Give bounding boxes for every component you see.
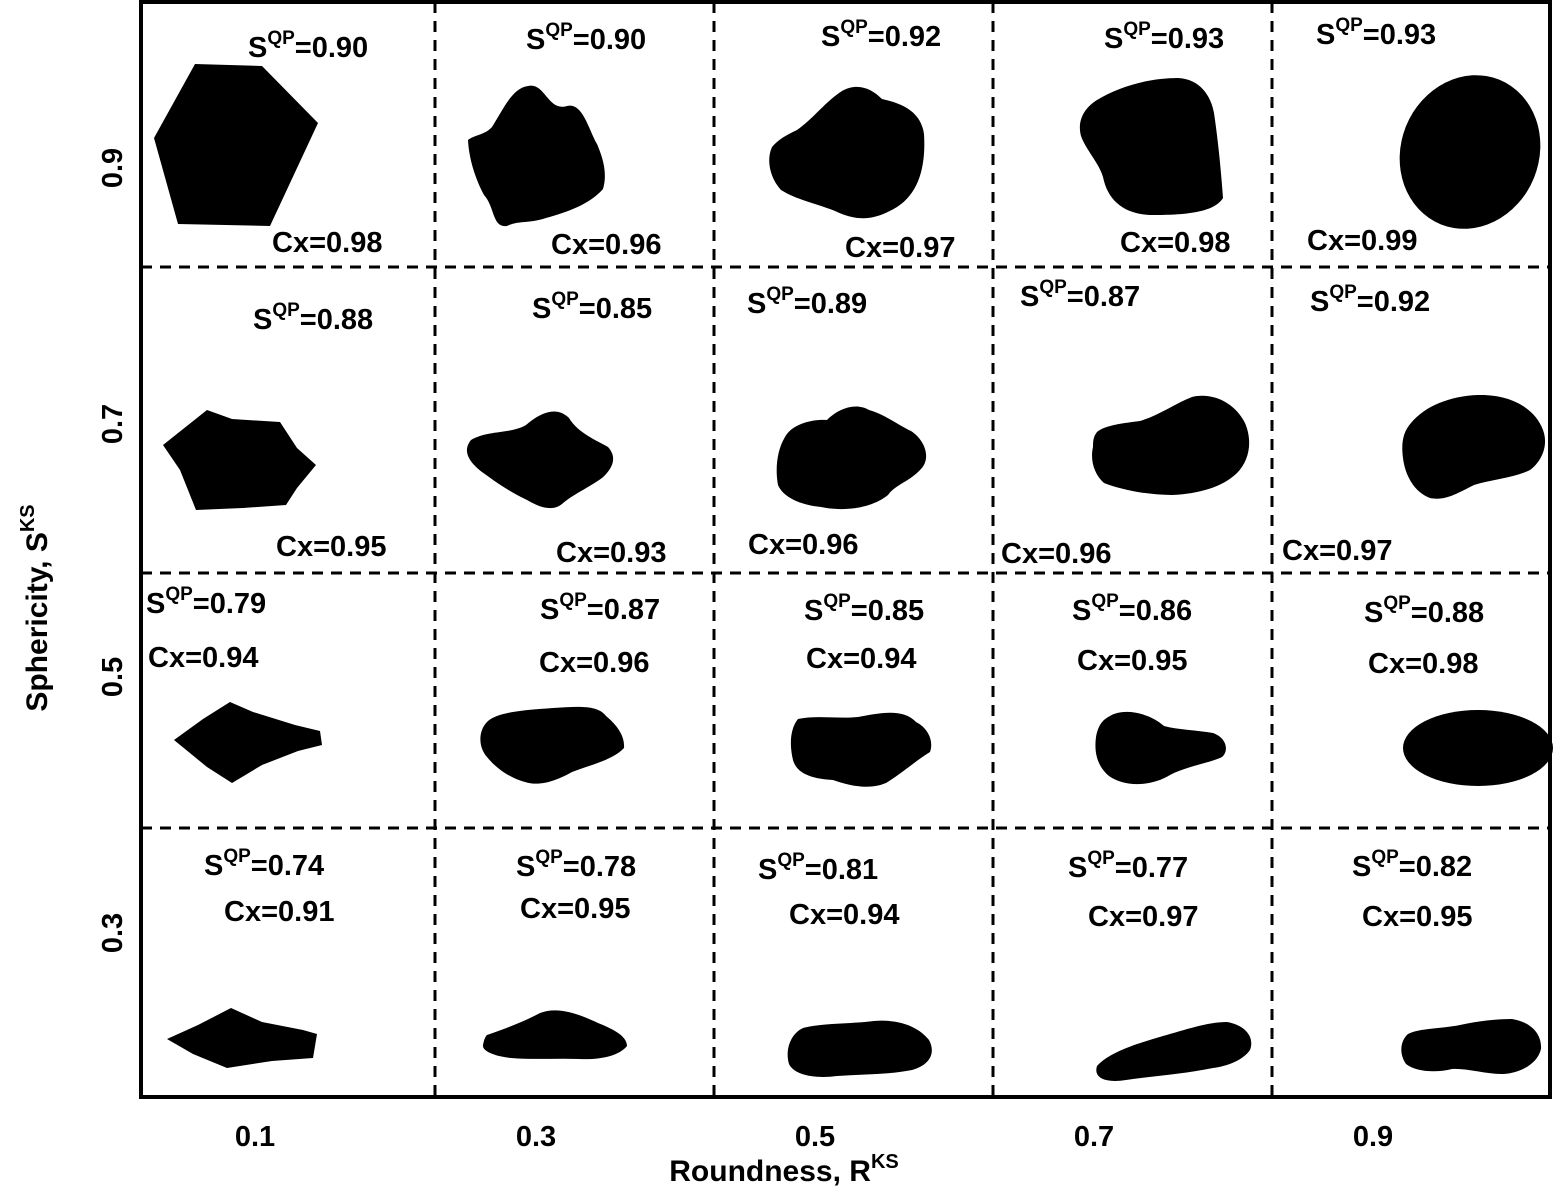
y-axis-title: Sphericity, SKS [17, 504, 54, 711]
x-axis-title-text: Roundness, R [669, 1155, 871, 1186]
plot-frame [139, 0, 1552, 1099]
particle-s09-r07 [1079, 78, 1223, 215]
cx-label-s09-r05: Cx=0.97 [845, 232, 955, 264]
particle-s05-r01 [174, 702, 322, 783]
cx-label-s03-r01: Cx=0.91 [224, 896, 334, 928]
particle-s05-r07 [1095, 711, 1226, 785]
x-tick-0-5: 0.5 [795, 1121, 835, 1153]
sqp-label-s09-r07: SQP=0.93 [1104, 19, 1224, 55]
particle-s07-r01 [163, 410, 316, 510]
y-tick-0-7: 0.7 [97, 404, 129, 444]
particle-s03-r01 [167, 1008, 317, 1068]
particle-s09-r09 [1399, 75, 1541, 229]
sqp-label-s07-r09: SQP=0.92 [1310, 282, 1430, 318]
sqp-label-s07-r03: SQP=0.85 [532, 289, 652, 325]
cx-label-s05-r07: Cx=0.95 [1077, 645, 1187, 677]
particle-s05-r03 [480, 706, 625, 784]
sqp-label-s03-r01: SQP=0.74 [204, 846, 324, 882]
y-axis-title-sup: KS [17, 504, 39, 532]
cx-label-s07-r03: Cx=0.93 [556, 537, 666, 569]
sqp-label-s05-r09: SQP=0.88 [1364, 593, 1484, 629]
particle-s07-r03 [466, 411, 614, 509]
cx-label-s09-r01: Cx=0.98 [272, 227, 382, 259]
particle-s07-r07 [1092, 395, 1250, 495]
cx-label-s05-r01: Cx=0.94 [148, 642, 258, 674]
y-tick-0-5: 0.5 [97, 657, 129, 697]
particle-s03-r03 [482, 1010, 627, 1060]
cx-label-s07-r07: Cx=0.96 [1001, 538, 1111, 570]
cx-label-s09-r09: Cx=0.99 [1307, 225, 1417, 257]
x-tick-0-9: 0.9 [1353, 1121, 1393, 1153]
sqp-label-s07-r07: SQP=0.87 [1020, 277, 1140, 313]
cx-label-s09-r03: Cx=0.96 [551, 229, 661, 261]
particle-s09-r05 [769, 86, 925, 219]
sqp-label-s09-r03: SQP=0.90 [526, 20, 646, 56]
y-tick-0-3: 0.3 [97, 913, 129, 953]
x-tick-0-7: 0.7 [1074, 1121, 1114, 1153]
y-tick-0-9: 0.9 [97, 148, 129, 188]
cx-label-s03-r03: Cx=0.95 [520, 893, 630, 925]
x-axis-title-sup: KS [871, 1151, 899, 1173]
sqp-label-s07-r01: SQP=0.88 [253, 300, 373, 336]
cx-label-s03-r05: Cx=0.94 [789, 899, 899, 931]
sqp-label-s05-r01: SQP=0.79 [146, 584, 266, 620]
y-axis-title-text: Sphericity, S [21, 532, 54, 712]
x-tick-0-3: 0.3 [516, 1121, 556, 1153]
sqp-label-s09-r09: SQP=0.93 [1316, 15, 1436, 51]
particle-s07-r09 [1402, 394, 1546, 499]
cell-labels: SQP=0.90 Cx=0.98 SQP=0.90 Cx=0.96 SQP=0.92 Cx… [146, 15, 1484, 933]
particles [154, 64, 1553, 1081]
cx-label-s07-r01: Cx=0.95 [276, 531, 386, 563]
sqp-label-s03-r05: SQP=0.81 [758, 850, 878, 886]
x-axis-title: Roundness, RKS [669, 1151, 898, 1186]
cx-label-s03-r09: Cx=0.95 [1362, 901, 1472, 933]
sqp-label-s09-r05: SQP=0.92 [821, 17, 941, 53]
particle-s03-r07 [1096, 1022, 1252, 1081]
particle-s03-r09 [1401, 1019, 1542, 1075]
sqp-label-s03-r09: SQP=0.82 [1352, 847, 1472, 883]
sqp-label-s03-r07: SQP=0.77 [1068, 848, 1188, 884]
cx-label-s07-r09: Cx=0.97 [1282, 535, 1392, 567]
grid [139, 0, 1552, 1099]
sqp-label-s09-r01: SQP=0.90 [248, 28, 368, 64]
particle-s09-r03 [468, 85, 605, 227]
particle-s03-r05 [787, 1020, 932, 1077]
x-tick-labels: 0.1 0.3 0.5 0.7 0.9 [235, 1121, 1393, 1153]
sqp-label-s05-r05: SQP=0.85 [804, 591, 924, 627]
sqp-label-s05-r07: SQP=0.86 [1072, 591, 1192, 627]
particle-s07-r05 [776, 406, 927, 510]
sqp-label-s03-r03: SQP=0.78 [516, 847, 636, 883]
particle-s05-r09 [1403, 710, 1553, 786]
cx-label-s07-r05: Cx=0.96 [748, 529, 858, 561]
y-tick-labels: 0.9 0.7 0.5 0.3 [97, 148, 129, 953]
cx-label-s03-r07: Cx=0.97 [1088, 901, 1198, 933]
particle-s05-r05 [790, 712, 932, 787]
cx-label-s09-r07: Cx=0.98 [1120, 227, 1230, 259]
sqp-label-s07-r05: SQP=0.89 [747, 284, 867, 320]
particle-s09-r01 [154, 64, 318, 226]
cx-label-s05-r09: Cx=0.98 [1368, 648, 1478, 680]
x-tick-0-1: 0.1 [235, 1121, 275, 1153]
cx-label-s05-r03: Cx=0.96 [539, 647, 649, 679]
sqp-label-s05-r03: SQP=0.87 [540, 590, 660, 626]
cx-label-s05-r05: Cx=0.94 [806, 643, 916, 675]
